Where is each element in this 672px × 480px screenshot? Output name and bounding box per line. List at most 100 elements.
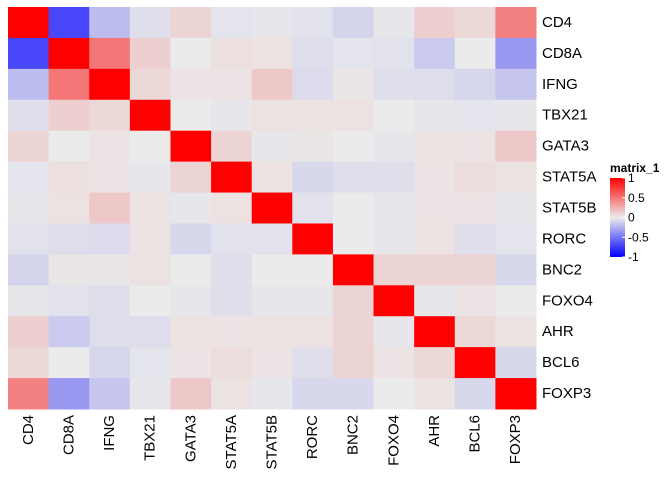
heatmap-cell-foxp3-rorc [292,378,334,410]
heatmap-cell-cd4-foxp3 [495,7,537,39]
heatmap-cell-bcl6-bcl6 [454,347,496,379]
column-label-bnc2: BNC2 [345,415,362,455]
heatmap-cell-bnc2-cd8a [48,254,90,286]
heatmap-cell-foxo4-rorc [292,285,334,317]
heatmap-cell-rorc-foxp3 [495,223,537,255]
heatmap-cell-ahr-bnc2 [332,316,375,348]
column-label-rorc: RORC [304,415,321,459]
heatmap-cell-cd8a-bnc2 [332,37,375,70]
heatmap-cell-stat5b-gata3 [170,192,212,224]
heatmap-cell-cd8a-tbx21 [129,37,171,70]
heatmap-cell-tbx21-gata3 [170,99,212,132]
heatmap-cell-foxp3-stat5b [251,378,293,410]
heatmap-cell-cd8a-foxp3 [495,37,537,70]
heatmap-cell-gata3-rorc [292,130,334,163]
heatmap-cell-ahr-stat5b [251,316,293,348]
heatmap-cell-stat5a-gata3 [170,161,212,194]
row-label-cd8a: CD8A [542,45,582,62]
heatmap-cell-ifng-bcl6 [454,68,496,101]
heatmap-cell-foxp3-ahr [414,378,456,410]
color-legend: matrix_1 1 0.5 0 -0.5 -1 [610,161,660,264]
column-label-ahr: AHR [426,415,443,447]
heatmap-cell-tbx21-cd4 [8,99,50,132]
heatmap-cell-cd4-ifng [89,7,131,39]
heatmap-cell-ifng-ifng [89,68,131,101]
heatmap-cell-stat5a-rorc [292,161,334,194]
heatmap-cell-bcl6-ifng [89,347,131,379]
row-label-gata3: GATA3 [542,138,589,155]
column-labels: CD4 CD8A IFNG TBX21 GATA3 STAT5A STAT5B RORC BNC… [20,415,524,470]
heatmap-cell-foxp3-bcl6 [454,378,496,410]
heatmap-cell-gata3-stat5b [251,130,293,163]
heatmap-cell-tbx21-cd8a [48,99,90,132]
heatmap-cell-stat5b-cd4 [8,192,50,224]
heatmap-cell-stat5a-bnc2 [332,161,375,194]
heatmap-cell-gata3-ahr [414,130,456,163]
heatmap-cell-bnc2-foxp3 [495,254,537,286]
heatmap-cell-ahr-ifng [89,316,131,348]
heatmap-cell-gata3-bnc2 [332,130,375,163]
heatmap-cell-cd4-bnc2 [332,7,375,39]
heatmap-cell-tbx21-tbx21 [129,99,171,132]
heatmap-cell-bnc2-tbx21 [129,254,171,286]
heatmap-cell-bcl6-ahr [414,347,456,379]
heatmap-cell-cd4-cd8a [48,7,90,39]
heatmap-cell-foxo4-foxp3 [495,285,537,317]
heatmap-cell-stat5b-ahr [414,192,456,224]
heatmap-cell-rorc-stat5a [211,223,253,255]
heatmap-cell-ahr-bcl6 [454,316,496,348]
heatmap-cell-foxp3-bnc2 [332,378,375,410]
heatmap-cell-cd8a-cd8a [48,37,90,70]
heatmap-cell-stat5a-stat5b [251,161,293,194]
heatmap-cell-stat5b-stat5a [211,192,253,224]
heatmap-cell-foxo4-bnc2 [332,285,375,317]
heatmap-cell-bcl6-tbx21 [129,347,171,379]
heatmap-cell-bnc2-ifng [89,254,131,286]
row-label-foxp3: FOXP3 [542,385,591,402]
heatmap-cell-foxp3-cd8a [48,378,90,410]
heatmap-cell-foxo4-cd4 [8,285,50,317]
heatmap-cell-bcl6-cd4 [8,347,50,379]
heatmap-cell-cd8a-cd4 [8,37,50,70]
heatmap-cell-ahr-stat5a [211,316,253,348]
heatmap-cell-foxo4-tbx21 [129,285,171,317]
heatmap-cell-bcl6-stat5b [251,347,293,379]
column-label-stat5a: STAT5A [223,415,240,469]
heatmap-cell-cd8a-gata3 [170,37,212,70]
heatmap-cell-ahr-cd4 [8,316,50,348]
heatmap-cell-cd8a-stat5b [251,37,293,70]
heatmap-cell-ahr-cd8a [48,316,90,348]
heatmap-cell-bnc2-ahr [414,254,456,286]
heatmap-cell-bnc2-stat5a [211,254,253,286]
heatmap-cell-stat5b-cd8a [48,192,90,224]
column-label-gata3: GATA3 [182,415,199,462]
heatmap-cell-cd4-foxo4 [373,7,415,39]
heatmap-cell-ifng-foxp3 [495,68,537,101]
heatmap-cell-stat5a-cd4 [8,161,50,194]
heatmap-cell-cd8a-foxo4 [373,37,415,70]
heatmap-cell-stat5a-foxp3 [495,161,537,194]
heatmap-cell-bnc2-cd4 [8,254,50,286]
heatmap-cell-cd4-bcl6 [454,7,496,39]
heatmap-cell-bnc2-gata3 [170,254,212,286]
row-label-bnc2: BNC2 [542,261,582,278]
legend-colorbar [610,178,625,257]
heatmap-cell-foxo4-stat5a [211,285,253,317]
legend-tick-label: 1 [628,171,635,185]
legend-tick-label: -1 [628,250,639,264]
heatmap-cell-gata3-foxp3 [495,130,537,163]
heatmap-cell-ifng-stat5b [251,68,293,101]
column-label-cd4: CD4 [20,415,37,445]
heatmap-cell-gata3-gata3 [170,130,212,163]
heatmap-cell-rorc-rorc [292,223,334,255]
row-label-stat5a: STAT5A [542,169,596,186]
heatmap-cell-tbx21-foxp3 [495,99,537,132]
heatmap-cell-ifng-gata3 [170,68,212,101]
heatmap-cell-cd8a-stat5a [211,37,253,70]
heatmap-cell-stat5b-foxp3 [495,192,537,224]
heatmap-cell-bnc2-rorc [292,254,334,286]
row-label-tbx21: TBX21 [542,107,588,124]
row-label-stat5b: STAT5B [542,200,596,217]
heatmap-cell-gata3-foxo4 [373,130,415,163]
